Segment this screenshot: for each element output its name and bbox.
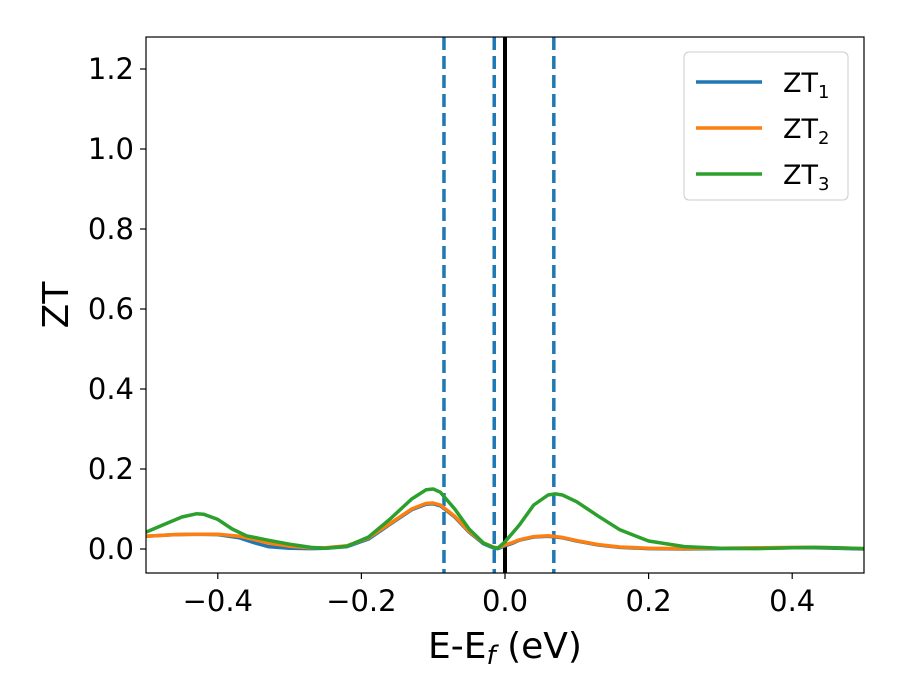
y-tick-label: 1.0 bbox=[88, 132, 134, 166]
legend-label-zt2: ZT2 bbox=[783, 114, 829, 149]
y-axis-ticks: 0.0 0.2 0.4 0.6 0.8 1.0 1.2 bbox=[88, 52, 146, 566]
x-tick-label: −0.2 bbox=[326, 584, 396, 618]
legend-box bbox=[683, 51, 849, 201]
series-lines bbox=[146, 487, 864, 551]
legend-label-zt1: ZT1 bbox=[783, 68, 829, 103]
y-axis-label: ZT bbox=[36, 281, 77, 329]
legend: ZT1 ZT2 ZT3 bbox=[683, 51, 849, 201]
y-tick-label: 0.0 bbox=[88, 532, 134, 566]
legend-label-zt3: ZT3 bbox=[783, 160, 829, 195]
x-axis-ticks: −0.4 −0.2 0.0 0.2 0.4 bbox=[183, 573, 815, 618]
x-tick-label: 0.4 bbox=[769, 584, 815, 618]
x-tick-label: 0.2 bbox=[626, 584, 672, 618]
y-tick-label: 0.8 bbox=[88, 212, 134, 246]
y-tick-label: 0.2 bbox=[88, 452, 134, 486]
y-tick-label: 0.4 bbox=[88, 372, 134, 406]
y-tick-label: 1.2 bbox=[88, 52, 134, 86]
y-tick-label: 0.6 bbox=[88, 292, 134, 326]
series-line-zt3 bbox=[146, 487, 864, 551]
x-tick-label: −0.4 bbox=[183, 584, 253, 618]
x-axis-label: E-Ef (eV) bbox=[428, 626, 582, 671]
x-axis-label-unit: (eV) bbox=[496, 626, 582, 667]
vertical-reference-lines bbox=[442, 37, 556, 573]
x-tick-label: 0.0 bbox=[482, 584, 528, 618]
